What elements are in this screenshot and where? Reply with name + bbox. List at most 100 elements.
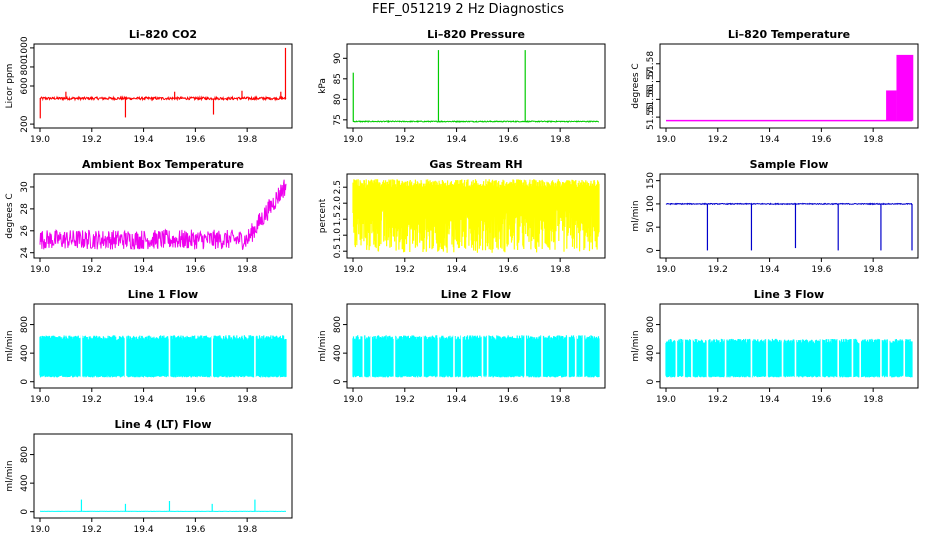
x-tick-label: 19.8 — [863, 395, 883, 405]
x-tick-label: 19.0 — [343, 395, 363, 405]
x-tick-label: 19.0 — [656, 135, 676, 145]
x-tick-label: 19.6 — [811, 135, 831, 145]
x-tick-label: 19.8 — [863, 265, 883, 275]
y-axis-label: degrees C — [631, 63, 641, 108]
y-tick-label: 0 — [20, 379, 30, 385]
x-tick-label: 19.8 — [550, 135, 570, 145]
x-tick-label: 19.4 — [447, 135, 467, 145]
x-tick-label: 19.0 — [30, 395, 50, 405]
y-tick-label: 26 — [20, 225, 30, 237]
y-tick-label: 24 — [20, 247, 30, 259]
data-line — [39, 179, 287, 251]
y-tick-label: 85 — [333, 73, 343, 84]
y-tick-label: 400 — [20, 344, 30, 361]
data-line — [352, 335, 600, 378]
data-line — [39, 95, 287, 102]
panel-line2: Line 2 Flow ml/min 19.0 19.2 19.4 19.6 19.8 0 40… — [318, 288, 606, 405]
y-tick-label: 400 — [20, 474, 30, 491]
y-axis-label: ml/min — [631, 200, 641, 231]
x-tick-label: 19.0 — [343, 265, 363, 275]
x-tick-label: 19.2 — [708, 135, 728, 145]
panel-title: Li–820 Temperature — [728, 28, 850, 41]
y-tick-label: 51.56 — [646, 86, 656, 112]
panel-title: Li–820 Pressure — [427, 28, 525, 41]
panel-title: Ambient Box Temperature — [82, 158, 244, 171]
series-group — [352, 333, 600, 380]
y-tick-label: 100 — [646, 195, 656, 212]
y-axis-label: ml/min — [5, 330, 15, 361]
plot-frame — [346, 43, 606, 129]
x-tick-label: 19.4 — [134, 135, 154, 145]
y-tick-label: 30 — [20, 181, 30, 193]
x-tick-label: 19.2 — [82, 265, 102, 275]
x-tick-label: 19.6 — [498, 265, 518, 275]
panel-sample-flow: Sample Flow ml/min 19.0 19.2 19.4 19.6 19.8 0 50… — [631, 158, 919, 275]
y-tick-label: 51.58 — [646, 51, 656, 77]
y-tick-label: 800 — [333, 316, 343, 333]
series-group — [666, 54, 914, 122]
panel-line4: Line 4 (LT) Flow ml/min 19.0 19.2 19.4 19.6 19… — [5, 418, 293, 535]
x-tick-label: 19.2 — [708, 395, 728, 405]
data-block — [886, 90, 897, 121]
figure-title: FEF_051219 2 Hz Diagnostics — [372, 2, 564, 17]
x-tick-label: 19.8 — [863, 135, 883, 145]
plot-frame — [659, 303, 919, 389]
y-tick-label: 28 — [20, 203, 30, 215]
x-tick-label: 19.0 — [30, 265, 50, 275]
x-tick-label: 19.6 — [498, 395, 518, 405]
x-tick-label: 19.8 — [237, 525, 257, 535]
panel-title: Line 2 Flow — [441, 288, 511, 301]
plot-frame — [346, 173, 606, 259]
y-axis-label: ml/min — [5, 460, 15, 491]
y-tick-label: 1000 — [20, 36, 30, 59]
panel-title: Line 4 (LT) Flow — [115, 418, 212, 431]
y-tick-label: 50 — [646, 221, 656, 233]
x-tick-label: 19.8 — [550, 395, 570, 405]
y-tick-label: 80 — [333, 93, 343, 105]
x-tick-label: 19.2 — [395, 265, 415, 275]
y-tick-label: 800 — [20, 316, 30, 333]
data-block — [896, 54, 914, 121]
plot-frame — [33, 173, 293, 259]
panel-title: Li–820 CO2 — [129, 28, 197, 41]
y-axis-label: percent — [318, 198, 328, 233]
y-tick-label: 800 — [646, 316, 656, 333]
y-tick-label: 75 — [333, 114, 343, 125]
y-axis-label: kPa — [318, 78, 328, 94]
x-tick-label: 19.8 — [237, 265, 257, 275]
panel-co2: Li–820 CO2 Licor ppm 19.0 19.2 19.4 19.6 19.8 2… — [5, 28, 293, 145]
plot-frame — [659, 43, 919, 129]
y-tick-label: 51.55 — [646, 104, 656, 130]
series-group — [39, 333, 287, 380]
y-tick-label: 600 — [20, 77, 30, 94]
panel-title: Line 3 Flow — [754, 288, 824, 301]
data-line — [352, 119, 599, 124]
x-tick-label: 19.4 — [134, 525, 154, 535]
x-tick-label: 19.4 — [760, 135, 780, 145]
y-tick-label: 0 — [333, 379, 343, 385]
y-tick-label: 90 — [333, 52, 343, 64]
x-tick-label: 19.4 — [134, 395, 154, 405]
x-tick-label: 19.2 — [82, 135, 102, 145]
plot-frame — [33, 303, 293, 389]
x-tick-label: 19.4 — [447, 395, 467, 405]
x-tick-label: 19.0 — [656, 395, 676, 405]
series-group — [39, 499, 286, 513]
x-tick-label: 19.0 — [343, 135, 363, 145]
y-tick-label: 800 — [20, 446, 30, 463]
series-group — [39, 179, 287, 251]
panel-line3: Line 3 Flow ml/min 19.0 19.2 19.4 19.6 19.8 0 40… — [631, 288, 919, 405]
y-tick-label: 51.57 — [646, 69, 656, 95]
data-line — [352, 179, 600, 253]
y-tick-label: 150 — [646, 172, 656, 189]
series-group — [665, 336, 913, 380]
data-line — [665, 338, 913, 378]
series-group — [665, 202, 913, 251]
plot-frame — [659, 173, 919, 259]
x-tick-label: 19.6 — [811, 265, 831, 275]
x-tick-label: 19.6 — [185, 265, 205, 275]
y-axis-label: ml/min — [318, 330, 328, 361]
x-tick-label: 19.2 — [82, 525, 102, 535]
series-group — [352, 179, 600, 253]
